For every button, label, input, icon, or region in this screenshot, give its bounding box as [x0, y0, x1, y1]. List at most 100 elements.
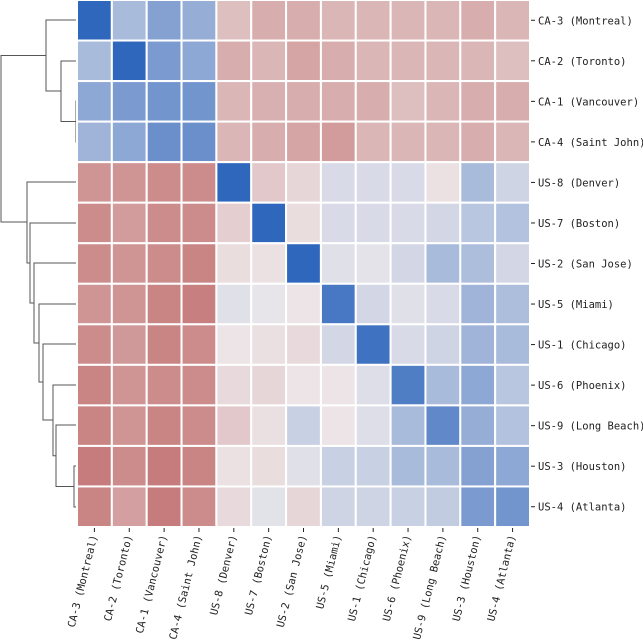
heatmap-cell — [389, 485, 427, 529]
heatmap-cell — [145, 161, 183, 204]
heatmap-cell — [389, 323, 427, 366]
column-label: US-1 (Chicago) — [346, 534, 379, 623]
heatmap-cell — [459, 282, 497, 326]
heatmap-cell — [285, 242, 322, 285]
heatmap-cell — [494, 201, 531, 245]
heatmap-cell — [145, 404, 183, 447]
heatmap-cell — [459, 161, 497, 204]
heatmap-cell — [319, 363, 357, 407]
heatmap-cell — [354, 39, 392, 83]
row-label: US-5 (Miami) — [538, 299, 614, 311]
heatmap-cell — [285, 282, 322, 326]
heatmap-cell — [215, 201, 253, 245]
heatmap-cell — [285, 120, 322, 164]
column-labels: CA-3 (Montreal) CA-2 (Toronto)CA-1 (Vanco… — [66, 528, 518, 640]
heatmap-cell — [459, 39, 497, 83]
heatmap-cell — [319, 120, 357, 164]
heatmap-cell — [250, 363, 288, 407]
heatmap-cell — [389, 120, 427, 164]
heatmap-cell — [285, 39, 322, 83]
heatmap-cell — [110, 161, 148, 204]
heatmap-cell — [354, 444, 392, 488]
heatmap-cell — [145, 485, 183, 529]
heatmap-cell — [319, 39, 357, 83]
column-label: CA-3 (Montreal) — [66, 534, 101, 629]
heatmap-cell — [110, 444, 148, 488]
row-label: US-4 (Atlanta) — [538, 502, 627, 514]
heatmap-cell — [319, 282, 357, 326]
heatmap-cell — [354, 161, 392, 204]
heatmap-cell — [354, 0, 392, 42]
heatmap-cell — [215, 161, 253, 204]
heatmap-cell — [354, 363, 392, 407]
heatmap-cell — [250, 485, 288, 529]
heatmap-cell — [424, 201, 462, 245]
row-label: CA-2 (Toronto) — [538, 56, 627, 68]
heatmap-cell — [494, 242, 531, 285]
heatmap-cell — [180, 120, 218, 164]
heatmap-cell — [494, 323, 531, 366]
heatmap-cell — [354, 485, 392, 529]
heatmap-cell — [215, 323, 253, 366]
heatmap-cell — [180, 242, 218, 285]
heatmap-cell — [459, 242, 497, 285]
row-dendrogram — [0, 19, 77, 508]
heatmap-cell — [285, 0, 322, 42]
heatmap-cell — [354, 282, 392, 326]
heatmap-cell — [424, 242, 462, 285]
row-label: CA-3 (Montreal) — [538, 15, 633, 27]
heatmap-cell — [76, 80, 113, 123]
heatmap-cell — [180, 444, 218, 488]
column-label: CA-2 (Toronto) — [102, 534, 135, 623]
heatmap-cell — [424, 363, 462, 407]
heatmap-cell — [250, 242, 288, 285]
heatmap-cell — [424, 404, 462, 447]
column-label: US-5 (Miami) — [314, 534, 344, 611]
heatmap-cell — [285, 323, 322, 366]
heatmap-cell — [424, 444, 462, 488]
heatmap-cell — [424, 80, 462, 123]
heatmap-cell — [250, 120, 288, 164]
heatmap-cell — [110, 404, 148, 447]
heatmap-cell — [215, 404, 253, 447]
dendrogram-link — [42, 343, 77, 421]
heatmap-cell — [459, 444, 497, 488]
heatmap-cell — [180, 323, 218, 366]
heatmap-cell — [424, 39, 462, 83]
heatmap-cell — [76, 323, 113, 366]
row-label: US-6 (Phoenix) — [538, 380, 627, 392]
row-label: US-9 (Long Beach) — [538, 421, 643, 433]
heatmap-cell — [110, 39, 148, 83]
heatmap-cell — [494, 282, 531, 326]
column-label: US-7 (Boston) — [243, 534, 275, 617]
heatmap-cell — [319, 0, 357, 42]
heatmap-cell — [145, 39, 183, 83]
heatmap-cell — [215, 444, 253, 488]
row-label: US-1 (Chicago) — [538, 340, 627, 352]
row-label: US-7 (Boston) — [538, 218, 620, 230]
column-label: US-6 (Phoenix) — [381, 534, 414, 623]
heatmap-cell — [389, 444, 427, 488]
heatmap-cell — [180, 161, 218, 204]
column-label: CA-4 (Saint John) — [167, 534, 205, 640]
dendrogram-link — [33, 262, 77, 344]
heatmap-cell — [494, 444, 531, 488]
heatmap-cell — [110, 201, 148, 245]
heatmap-cell — [494, 39, 531, 83]
heatmap-cell — [250, 323, 288, 366]
heatmap-cell — [180, 0, 218, 42]
row-labels: CA-3 (Montreal) CA-2 (Toronto) CA-1 (Vanco… — [531, 15, 643, 514]
heatmap-cell — [494, 161, 531, 204]
heatmap-cell — [145, 201, 183, 245]
heatmap-cell — [145, 282, 183, 326]
heatmap-cell — [285, 161, 322, 204]
heatmap-cell — [354, 120, 392, 164]
row-label: US-3 (Houston) — [538, 461, 627, 473]
heatmap-cell — [76, 242, 113, 285]
heatmap-cell — [459, 485, 497, 529]
heatmap-cell — [76, 363, 113, 407]
heatmap-cell — [76, 120, 113, 164]
heatmap-cell — [285, 201, 322, 245]
